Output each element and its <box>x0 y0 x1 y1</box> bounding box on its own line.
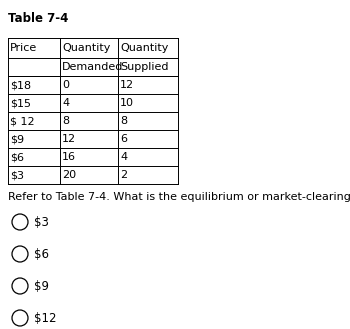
Text: 4: 4 <box>120 152 127 162</box>
Text: Quantity: Quantity <box>62 43 110 53</box>
Text: $3: $3 <box>34 215 49 229</box>
Text: Table 7-4: Table 7-4 <box>8 12 68 25</box>
Text: 12: 12 <box>120 80 134 90</box>
Text: 2: 2 <box>120 170 127 180</box>
Text: Price: Price <box>10 43 37 53</box>
Text: $15: $15 <box>10 98 31 108</box>
Text: $6: $6 <box>10 152 24 162</box>
Text: $12: $12 <box>34 312 56 324</box>
Text: $6: $6 <box>34 247 49 261</box>
Text: 8: 8 <box>120 116 127 126</box>
Text: $9: $9 <box>10 134 24 144</box>
Text: 12: 12 <box>62 134 76 144</box>
Text: 6: 6 <box>120 134 127 144</box>
Text: Demanded: Demanded <box>62 62 123 72</box>
Text: $3: $3 <box>10 170 24 180</box>
Text: Supplied: Supplied <box>120 62 168 72</box>
Text: Refer to Table 7-4. What is the equilibrium or market-clearing price?: Refer to Table 7-4. What is the equilibr… <box>8 192 350 202</box>
Text: $18: $18 <box>10 80 31 90</box>
Text: 0: 0 <box>62 80 69 90</box>
Text: 4: 4 <box>62 98 69 108</box>
Text: 8: 8 <box>62 116 69 126</box>
Text: $9: $9 <box>34 280 49 292</box>
Text: Quantity: Quantity <box>120 43 168 53</box>
Text: 16: 16 <box>62 152 76 162</box>
Text: $ 12: $ 12 <box>10 116 35 126</box>
Text: 10: 10 <box>120 98 134 108</box>
Text: 20: 20 <box>62 170 76 180</box>
